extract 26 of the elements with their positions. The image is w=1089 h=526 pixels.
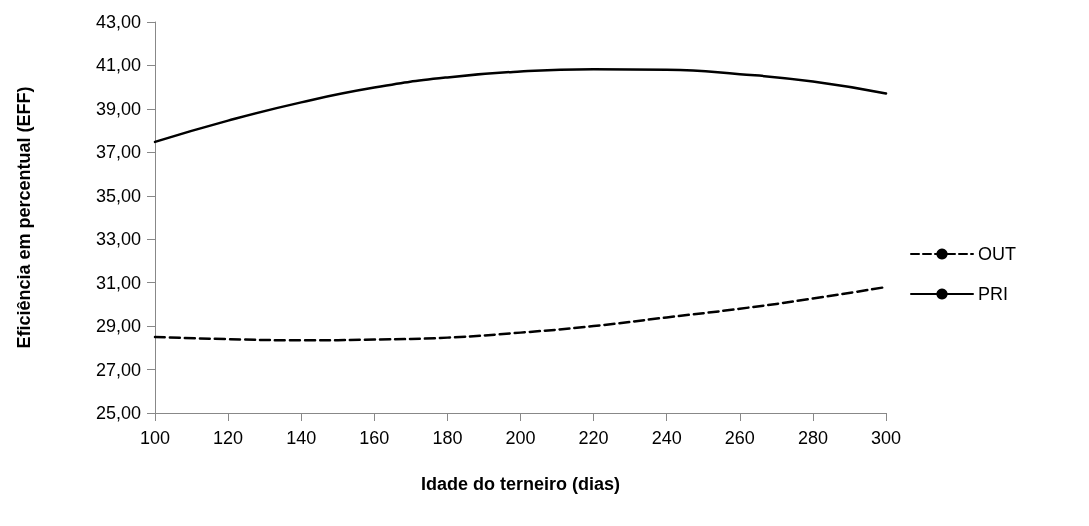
legend-label: OUT <box>978 244 1016 264</box>
x-tick-label: 220 <box>578 428 609 448</box>
x-tick-label: 100 <box>139 428 171 448</box>
y-tick-label: 25,00 <box>95 403 141 423</box>
y-tick-label: 37,00 <box>95 142 141 163</box>
y-tick-label: 29,00 <box>95 316 141 337</box>
y-tick-label: 33,00 <box>95 229 141 250</box>
y-tick-label: 35,00 <box>95 185 141 206</box>
x-tick-label: 140 <box>286 428 317 448</box>
x-tick-label: 300 <box>870 428 902 448</box>
legend-label: PRI <box>978 284 1009 304</box>
y-tick-label: 31,00 <box>95 272 141 293</box>
y-axis-title: Eficiência em percentual (EFF) <box>14 86 34 349</box>
line-series <box>153 68 888 144</box>
x-axis-title: Idade do terneiro (dias) <box>420 474 621 494</box>
x-tick-label: 240 <box>651 428 682 448</box>
x-tick-label: 160 <box>359 428 390 448</box>
x-tick-label: 280 <box>797 428 828 448</box>
x-tick-label: 180 <box>432 428 463 448</box>
x-tick-label: 120 <box>213 428 244 448</box>
y-tick-label: 43,00 <box>95 12 141 32</box>
x-tick-label: 200 <box>505 428 536 448</box>
x-tick-label: 260 <box>724 428 755 448</box>
y-tick-label: 27,00 <box>95 359 141 380</box>
y-tick-label: 41,00 <box>95 55 141 76</box>
y-tick-label: 39,00 <box>95 98 141 119</box>
